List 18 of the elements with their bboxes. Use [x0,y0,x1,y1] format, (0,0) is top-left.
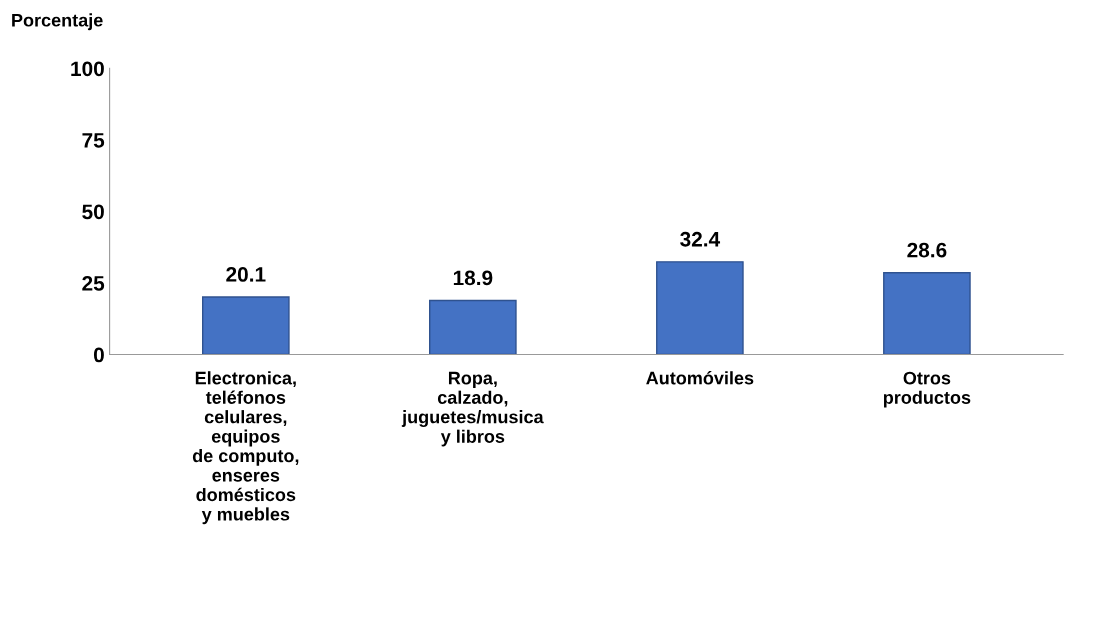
y-tick-label: 100 [71,61,104,77]
bar [201,296,290,355]
x-tick-label: Automóviles [646,371,754,385]
y-tick-label: 75 [82,133,105,148]
bar [429,299,517,355]
x-tick-label: Ropa, calzado, juguetes/musica y libros [401,371,544,447]
bar [656,261,744,355]
y-tick-label: 0 [93,347,104,363]
data-label: 20.1 [226,267,266,282]
x-tick-label: Otros productos [883,371,971,408]
y-axis-title: Porcentaje [12,13,103,31]
x-tick-label: Electronica, teléfonos celulares, equipos de computo, enseres domésticos y muebles [192,371,299,525]
y-tick-label: 50 [82,204,104,220]
data-label: 32.4 [680,231,721,247]
bar [883,272,971,355]
y-tick-label: 25 [82,276,105,291]
data-label: 28.6 [907,242,947,258]
data-label: 18.9 [453,270,493,286]
